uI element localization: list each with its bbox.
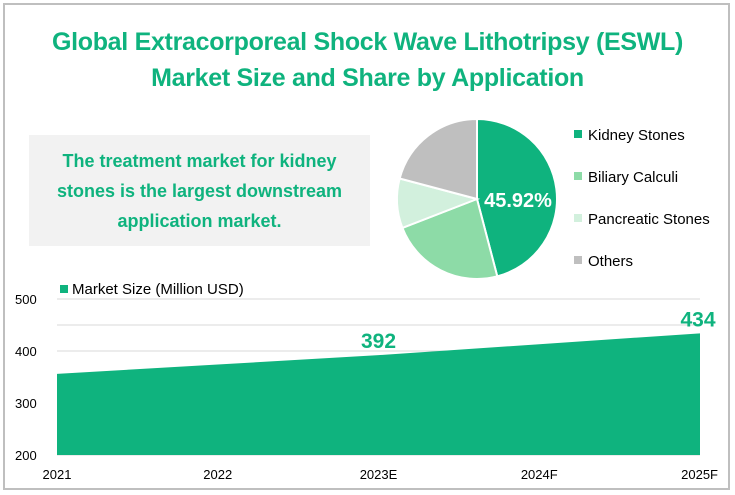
title-line-1: Global Extracorporeal Shock Wave Lithotr…: [51, 28, 684, 56]
legend-item-label: Others: [588, 253, 633, 270]
legend-item-label: Market Size (Million USD): [72, 281, 244, 298]
pie-legend: Kidney Stones Biliary Calculi Pancreatic S…: [574, 127, 710, 270]
legend-item-label: Biliary Calculi: [588, 169, 678, 186]
legend-item-label: Pancreatic Stones: [588, 211, 710, 228]
callout-box: The treatment market for kidney stones i…: [29, 135, 370, 246]
pie-slice-kidney-stones: [476, 117, 558, 278]
x-tick-label: 2022: [203, 467, 232, 482]
legend-swatch: [574, 214, 582, 222]
pie-slice-others: [398, 117, 478, 201]
y-tick-label: 300: [15, 396, 37, 411]
y-axis-ticks: 500 400 300 200: [15, 292, 37, 463]
legend-swatch: [574, 172, 582, 180]
area-data-labels: 392 434: [361, 308, 716, 353]
legend-swatch: [60, 285, 68, 293]
area-legend: Market Size (Million USD): [60, 281, 244, 298]
legend-swatch: [574, 130, 582, 138]
area-data-label: 392: [361, 330, 396, 353]
callout-text: The treatment market for kidney stones i…: [56, 150, 343, 231]
x-tick-label: 2025F: [681, 467, 718, 482]
x-axis-ticks: 2021 2022 2023E 2024F 2025F: [43, 467, 719, 482]
y-tick-label: 400: [15, 344, 37, 359]
area-series-market-size: [57, 333, 700, 455]
chart-title: Global Extracorporeal Shock Wave Lithotr…: [0, 24, 735, 96]
legend-swatch: [574, 256, 582, 264]
y-tick-label: 500: [15, 292, 37, 307]
pie-slices: [396, 117, 558, 280]
area-data-label: 434: [680, 308, 715, 331]
legend-item-label: Kidney Stones: [588, 127, 685, 144]
x-tick-label: 2023E: [360, 467, 398, 482]
title-line-2: Market Size and Share by Application: [151, 64, 584, 92]
chart-frame: [3, 3, 730, 490]
x-tick-label: 2024F: [521, 467, 558, 482]
pie-data-label-kidney: 45.92%: [484, 190, 552, 212]
y-tick-label: 200: [15, 448, 37, 463]
x-tick-label: 2021: [43, 467, 72, 482]
